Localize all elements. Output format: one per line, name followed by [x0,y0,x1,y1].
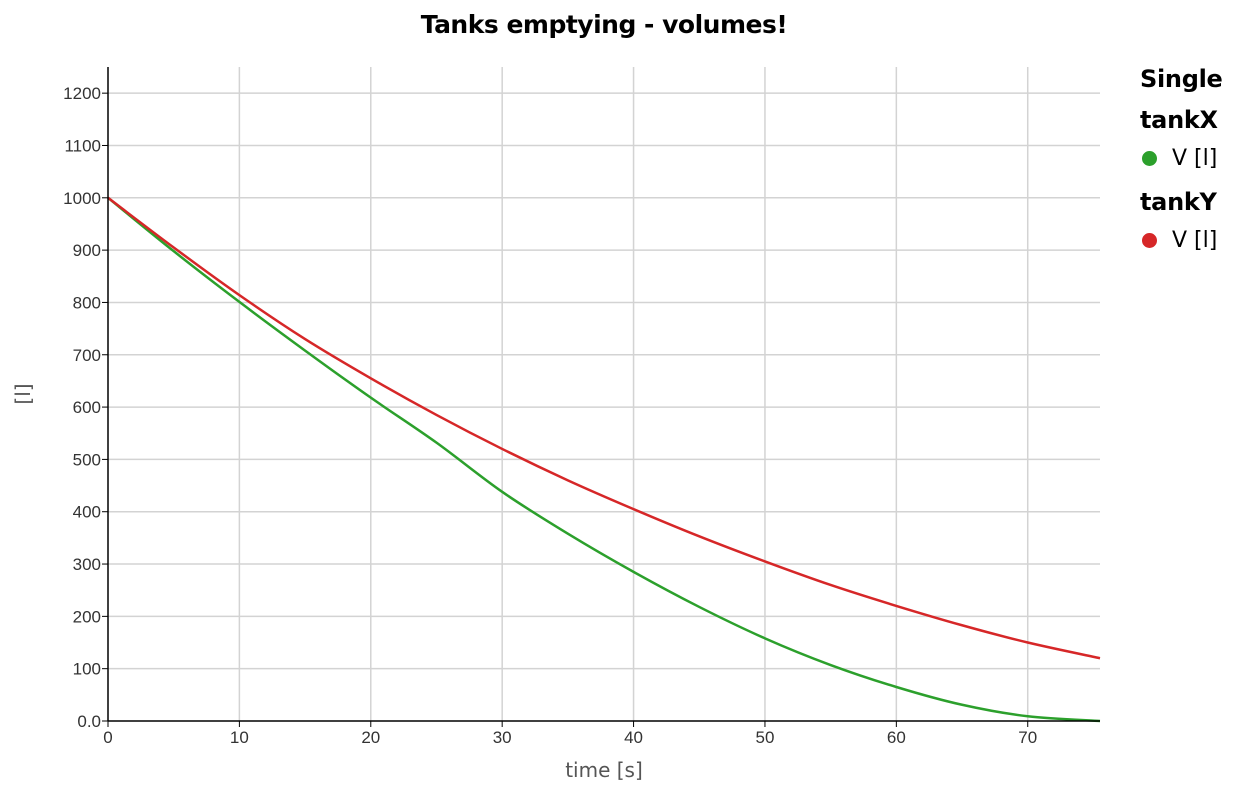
y-tick-label: 0.0 [77,712,101,731]
legend-item-label: V [l] [1172,145,1218,171]
series-line-tankX [107,196,1101,723]
x-tick-label: 60 [887,728,906,747]
y-tick-label: 600 [73,398,101,417]
y-tick-label: 900 [73,241,101,260]
axes: 0.01002003004005006007008009001000110012… [63,67,1100,747]
grid-lines [108,67,1100,721]
legend-marker-icon [1142,232,1157,248]
x-tick-label: 70 [1018,728,1037,747]
y-tick-label: 1000 [63,189,101,208]
legend: Single tankX V [l] tankY V [l] [1140,62,1236,260]
x-tick-label: 0 [103,728,112,747]
y-tick-label: 700 [73,346,101,365]
y-axis-label: [l] [11,383,35,404]
legend-item-tankX[interactable]: V [l] [1140,138,1236,178]
y-tick-label: 400 [73,503,101,522]
y-tick-label: 500 [73,450,101,469]
y-tick-label: 200 [73,607,101,626]
x-tick-label: 30 [493,728,512,747]
y-tick-label: 300 [73,555,101,574]
x-tick-label: 40 [624,728,643,747]
series-line-tankY [107,196,1101,660]
series-lines [107,196,1101,723]
legend-heading: Single [1140,65,1223,93]
x-tick-label: 50 [755,728,774,747]
chart-title: Tanks emptying - volumes! [420,10,788,39]
legend-group-tankY: tankY [1140,188,1217,216]
x-axis-label: time [s] [565,758,643,782]
legend-groups: tankX V [l] tankY V [l] [1140,102,1236,260]
x-tick-label: 10 [230,728,249,747]
y-tick-label: 1200 [63,84,101,103]
legend-marker-icon [1142,150,1157,166]
legend-item-tankY[interactable]: V [l] [1140,220,1236,260]
y-tick-label: 1100 [64,136,101,155]
y-tick-label: 100 [73,660,101,679]
y-tick-label: 800 [73,293,101,312]
legend-item-label: V [l] [1172,227,1218,253]
legend-group-tankX: tankX [1140,106,1218,134]
x-tick-label: 20 [361,728,380,747]
